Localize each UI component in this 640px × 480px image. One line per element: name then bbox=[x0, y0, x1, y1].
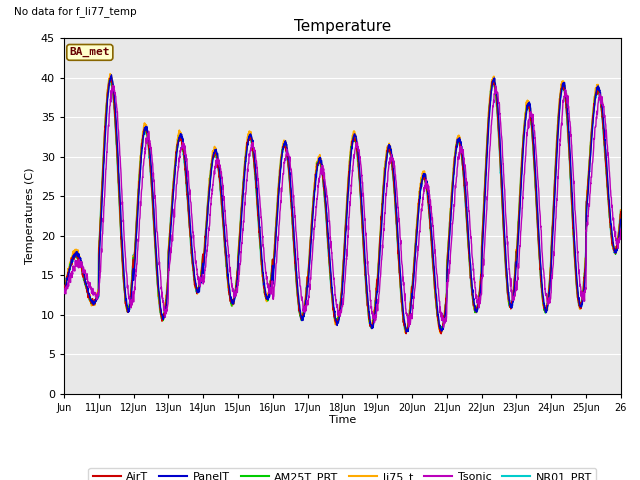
Text: BA_met: BA_met bbox=[70, 47, 110, 58]
Legend: AirT, PanelT, AM25T_PRT, li75_t, Tsonic, NR01_PRT: AirT, PanelT, AM25T_PRT, li75_t, Tsonic,… bbox=[88, 468, 596, 480]
Text: No data for f_li77_temp: No data for f_li77_temp bbox=[14, 6, 136, 17]
X-axis label: Time: Time bbox=[329, 415, 356, 425]
Title: Temperature: Temperature bbox=[294, 20, 391, 35]
Y-axis label: Temperatures (C): Temperatures (C) bbox=[26, 168, 35, 264]
